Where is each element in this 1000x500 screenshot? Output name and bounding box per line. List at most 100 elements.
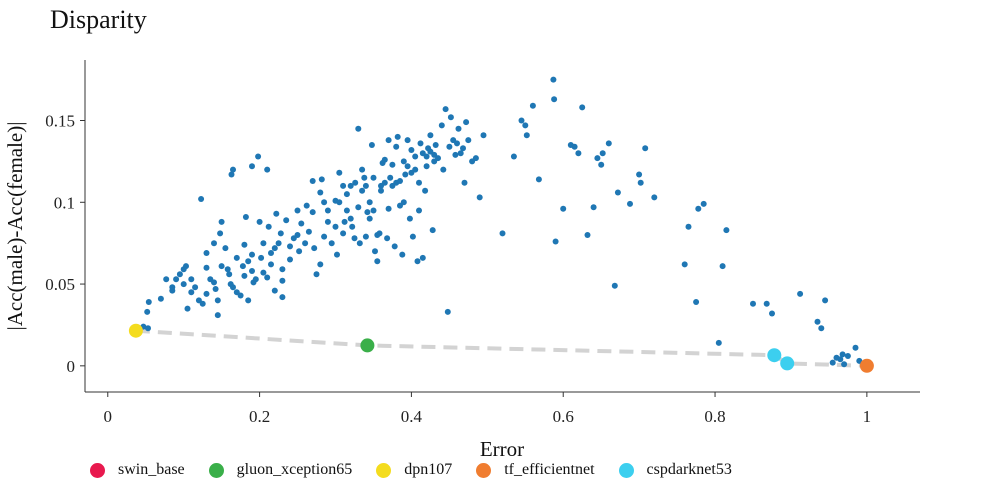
- model-point[interactable]: [317, 261, 324, 268]
- model-point[interactable]: [399, 251, 406, 258]
- model-point[interactable]: [303, 202, 310, 209]
- model-point[interactable]: [249, 163, 255, 170]
- model-point[interactable]: [594, 155, 601, 162]
- model-point[interactable]: [341, 218, 348, 225]
- model-point[interactable]: [157, 295, 164, 302]
- model-point[interactable]: [256, 218, 263, 225]
- model-point[interactable]: [480, 132, 487, 139]
- model-point[interactable]: [417, 140, 424, 147]
- model-point[interactable]: [245, 258, 252, 265]
- model-point[interactable]: [324, 218, 331, 225]
- model-point[interactable]: [715, 339, 722, 346]
- model-point[interactable]: [822, 297, 829, 304]
- model-point[interactable]: [362, 182, 369, 189]
- model-point[interactable]: [642, 145, 649, 152]
- model-point[interactable]: [440, 166, 447, 173]
- model-point[interactable]: [362, 233, 369, 240]
- model-point[interactable]: [412, 153, 419, 160]
- model-point[interactable]: [283, 217, 290, 224]
- model-point[interactable]: [279, 277, 286, 284]
- model-point[interactable]: [271, 287, 278, 294]
- model-point[interactable]: [199, 300, 206, 307]
- model-point[interactable]: [651, 194, 658, 201]
- model-point[interactable]: [368, 142, 375, 148]
- model-point[interactable]: [233, 254, 240, 261]
- model-point[interactable]: [423, 163, 430, 170]
- model-point[interactable]: [145, 299, 152, 305]
- model-point[interactable]: [279, 294, 286, 301]
- model-point[interactable]: [180, 281, 187, 288]
- model-point[interactable]: [302, 240, 309, 247]
- model-point[interactable]: [416, 207, 422, 214]
- model-point[interactable]: [461, 179, 468, 186]
- model-point[interactable]: [359, 166, 366, 173]
- model-point[interactable]: [352, 179, 359, 186]
- model-point[interactable]: [169, 287, 176, 294]
- model-point[interactable]: [551, 96, 558, 103]
- model-point[interactable]: [318, 176, 325, 183]
- model-point[interactable]: [446, 143, 453, 150]
- model-point[interactable]: [183, 263, 189, 270]
- model-point[interactable]: [627, 200, 633, 207]
- model-point[interactable]: [265, 223, 272, 230]
- model-point[interactable]: [163, 276, 170, 283]
- highlight-point-cspdarknet53[interactable]: [767, 348, 782, 363]
- model-point[interactable]: [685, 223, 692, 230]
- model-point[interactable]: [370, 174, 377, 181]
- model-point[interactable]: [355, 204, 362, 211]
- model-point[interactable]: [412, 166, 419, 173]
- model-point[interactable]: [584, 232, 591, 238]
- model-point[interactable]: [579, 104, 586, 111]
- model-point[interactable]: [797, 290, 804, 297]
- model-point[interactable]: [829, 359, 836, 366]
- model-point[interactable]: [311, 245, 318, 252]
- model-point[interactable]: [212, 286, 219, 292]
- model-point[interactable]: [452, 151, 459, 158]
- model-point[interactable]: [598, 161, 605, 168]
- model-point[interactable]: [271, 245, 278, 252]
- model-point[interactable]: [769, 310, 775, 317]
- model-point[interactable]: [414, 258, 421, 265]
- model-point[interactable]: [324, 207, 331, 214]
- model-point[interactable]: [309, 178, 316, 184]
- model-point[interactable]: [385, 205, 392, 212]
- model-point[interactable]: [242, 214, 249, 220]
- model-point[interactable]: [287, 256, 293, 263]
- model-point[interactable]: [523, 132, 530, 139]
- model-point[interactable]: [423, 153, 430, 160]
- model-point[interactable]: [387, 174, 394, 181]
- model-point[interactable]: [636, 171, 643, 178]
- model-point[interactable]: [575, 150, 582, 157]
- model-point[interactable]: [260, 240, 267, 247]
- model-point[interactable]: [435, 155, 441, 162]
- model-point[interactable]: [385, 137, 392, 144]
- model-point[interactable]: [237, 292, 244, 299]
- model-point[interactable]: [347, 182, 354, 189]
- model-point[interactable]: [188, 289, 195, 296]
- model-point[interactable]: [472, 155, 479, 162]
- model-point[interactable]: [298, 220, 305, 227]
- model-point[interactable]: [222, 245, 229, 252]
- model-point[interactable]: [455, 125, 462, 132]
- model-point[interactable]: [839, 351, 846, 358]
- model-point[interactable]: [408, 147, 415, 153]
- legend-item-cspdarknet53[interactable]: cspdarknet53: [618, 461, 732, 479]
- model-point[interactable]: [313, 271, 320, 278]
- model-point[interactable]: [535, 176, 542, 183]
- model-point[interactable]: [406, 215, 413, 222]
- highlight-point-tf_efficientnet[interactable]: [859, 358, 874, 373]
- model-point[interactable]: [432, 142, 439, 148]
- model-point[interactable]: [203, 250, 210, 256]
- model-point[interactable]: [750, 300, 756, 307]
- model-point[interactable]: [305, 228, 312, 235]
- model-point[interactable]: [404, 163, 411, 170]
- model-point[interactable]: [321, 199, 328, 206]
- model-point[interactable]: [275, 240, 282, 247]
- model-point[interactable]: [444, 308, 451, 315]
- model-point[interactable]: [192, 284, 199, 291]
- model-point[interactable]: [560, 205, 567, 212]
- model-point[interactable]: [637, 179, 644, 186]
- model-point[interactable]: [268, 250, 274, 256]
- model-point[interactable]: [529, 102, 536, 109]
- model-point[interactable]: [476, 194, 483, 201]
